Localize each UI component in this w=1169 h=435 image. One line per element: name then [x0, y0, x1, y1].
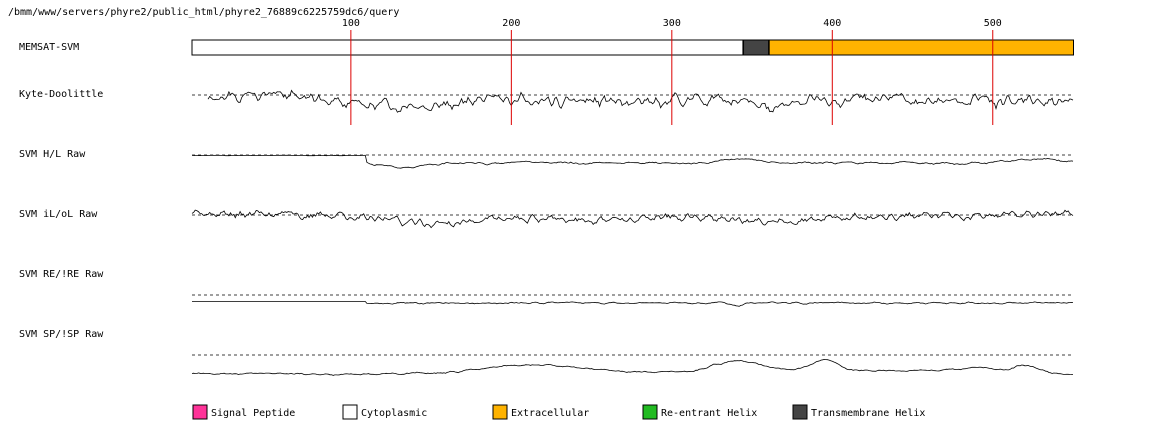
track-label: SVM RE/!RE Raw: [19, 269, 104, 280]
profile-line: [192, 301, 1074, 307]
page-title: /bmm/www/servers/phyre2/public_html/phyr…: [8, 7, 399, 18]
legend-label: Transmembrane Helix: [811, 408, 925, 419]
legend-label: Re-entrant Helix: [661, 408, 757, 419]
profile-line: [207, 89, 1074, 113]
legend-label: Signal Peptide: [211, 408, 295, 419]
topology-segment: [191, 39, 744, 56]
legend-swatch: [192, 404, 208, 420]
track-label: SVM SP/!SP Raw: [19, 329, 104, 340]
profile-line: [191, 358, 1074, 376]
tick-label: 400: [823, 18, 841, 29]
topology-segment: [743, 39, 770, 56]
legend-swatch: [792, 404, 808, 420]
legend-label: Extracellular: [511, 408, 589, 419]
tick-label: 100: [342, 18, 360, 29]
profile-line: [191, 209, 1074, 229]
tick-label: 300: [663, 18, 681, 29]
profile-tracks: [191, 89, 1074, 376]
track-label: MEMSAT-SVM: [19, 42, 79, 53]
track-label: SVM H/L Raw: [19, 149, 86, 160]
legend: Signal Peptide Cytoplasmic Extracellular Re…: [192, 404, 925, 420]
track-label: SVM iL/oL Raw: [19, 209, 98, 220]
x-ticks: 100 200 300 400 500: [342, 18, 1002, 125]
topology-track: [191, 39, 1074, 56]
topology-segment: [768, 39, 1074, 56]
tick-label: 500: [984, 18, 1002, 29]
track-labels: MEMSAT-SVM Kyte-Doolittle SVM H/L Raw SVM i…: [19, 42, 104, 340]
legend-label: Cytoplasmic: [361, 408, 427, 419]
track-label: Kyte-Doolittle: [19, 89, 103, 100]
legend-swatch: [492, 404, 508, 420]
tick-label: 200: [502, 18, 520, 29]
legend-swatch: [642, 404, 658, 420]
legend-swatch: [342, 404, 358, 420]
profile-line: [191, 154, 1074, 169]
